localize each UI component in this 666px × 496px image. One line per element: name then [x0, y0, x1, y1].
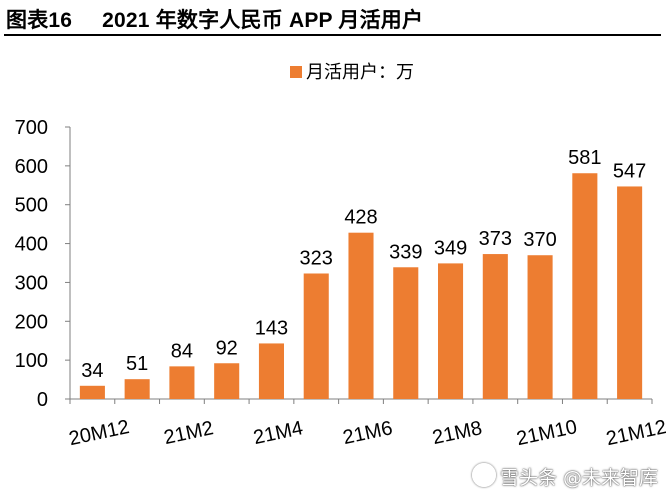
x-tick-label: 21M8: [431, 417, 485, 449]
title-divider: [4, 34, 661, 36]
bar: [482, 254, 508, 399]
bar-value-label: 92: [216, 337, 238, 359]
y-tick-label: 500: [15, 195, 48, 217]
bar: [169, 366, 195, 399]
bar-value-label: 428: [344, 207, 377, 229]
bar-value-label: 547: [613, 160, 646, 182]
y-tick-label: 100: [15, 350, 48, 372]
y-tick-label: 300: [15, 272, 48, 294]
watermark: 雪头条 @未来智库: [471, 463, 658, 490]
y-tick-label: 700: [15, 117, 48, 139]
y-tick-label: 600: [15, 156, 48, 178]
x-tick-label: 21M4: [251, 417, 305, 449]
bar-value-label: 370: [523, 229, 556, 251]
bar-value-label: 323: [300, 247, 333, 269]
snowball-logo-icon: [471, 463, 496, 487]
bar-value-label: 51: [126, 353, 148, 375]
bar: [393, 267, 419, 399]
bar: [438, 263, 464, 399]
x-tick-label: 21M6: [341, 417, 395, 449]
x-tick-label: 21M10: [515, 416, 579, 450]
figure-title-text: 2021 年数字人民币 APP 月活用户: [102, 9, 424, 32]
watermark-text: 雪头条 @未来智库: [499, 467, 658, 489]
y-tick-label: 200: [15, 311, 48, 333]
bar-value-label: 373: [479, 228, 512, 250]
figure-title: 图表16 2021 年数字人民币 APP 月活用户: [6, 4, 423, 34]
figure-number: 图表16: [6, 9, 73, 32]
bar: [348, 232, 374, 399]
x-tick-label: 21M12: [604, 416, 666, 450]
bar-value-label: 143: [255, 317, 288, 339]
bar-value-label: 34: [81, 360, 103, 382]
bar-value-label: 84: [171, 340, 193, 362]
bar: [214, 363, 240, 399]
legend-label: 月活用户：万: [306, 62, 414, 83]
y-tick-label: 400: [15, 234, 48, 256]
bar: [124, 379, 150, 399]
bar: [303, 273, 329, 399]
x-tick-label: 21M2: [162, 417, 216, 449]
legend-swatch: [290, 66, 302, 78]
bar: [258, 343, 284, 399]
x-tick-label: 20M12: [67, 416, 131, 450]
bar: [617, 186, 643, 399]
y-tick-label: 0: [37, 389, 48, 411]
bar: [572, 173, 598, 399]
bar-value-label: 349: [434, 237, 467, 259]
bar: [79, 385, 105, 399]
bar: [527, 255, 553, 399]
bar-value-label: 581: [568, 147, 601, 169]
bar-value-label: 339: [389, 241, 422, 263]
